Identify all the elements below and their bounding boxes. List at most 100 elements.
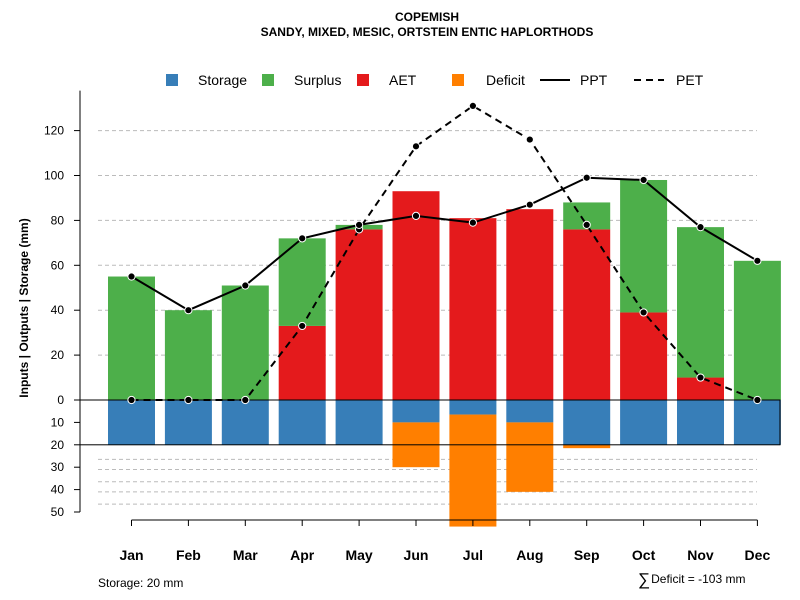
legend-label-storage: Storage [198,72,247,88]
surplus-bar [733,260,781,400]
x-tick-label: Jan [119,547,143,563]
y-tick-label: 30 [51,460,65,474]
x-tick-label: Jul [463,547,483,563]
pet-point [127,395,136,405]
storage-bar [733,400,781,445]
storage-bar [392,400,440,423]
legend-item-pet: PET [634,72,704,88]
bar-layer [79,179,781,527]
aet-bar [620,312,668,400]
y-tick-label: 100 [44,169,64,183]
ppt-line [130,176,758,312]
pet-point [639,308,648,317]
legend-swatch-deficit [452,74,464,86]
ppt-point [525,200,534,209]
y-tick-label: 60 [51,258,65,272]
ppt-point [241,281,250,290]
legend-item-aet: AET [357,72,417,88]
ppt-point [639,175,648,185]
surplus-bar [677,227,724,378]
storage-bar [221,400,269,445]
storage-note: Storage: 20 mm [98,576,184,590]
line-layer [127,101,762,405]
ppt-point [298,234,307,243]
storage-bar [108,400,155,445]
legend-item-storage: Storage [166,72,247,88]
surplus-bar [278,238,326,326]
legend-label-pet: PET [676,72,704,88]
ppt-point [184,306,193,315]
ppt-point [355,220,364,229]
legend-label-aet: AET [389,72,417,88]
ppt-point [582,173,591,182]
x-tick-label: Jun [404,547,429,563]
storage-bar [506,400,554,423]
legend-item-ppt: PPT [540,72,608,88]
y-axis-label: Inputs | Outputs | Storage (mm) [17,218,31,397]
aet-bar [677,377,724,400]
storage-bar [677,400,724,445]
storage-bar [563,400,611,445]
y-tick-label: 120 [44,124,64,138]
pet-point [525,135,534,144]
deficit-bar [449,414,497,527]
storage-bar [164,400,212,445]
y-tick-label: 50 [51,505,65,519]
pet-point [696,373,705,382]
ppt-point [411,211,421,221]
pet-point [411,142,421,151]
y-tick-label: 0 [57,393,64,407]
legend-swatch-aet [357,74,369,86]
surplus-bar [108,276,155,400]
y-tick-label: 20 [51,348,65,362]
storage-bar [449,400,497,415]
aet-bar [506,209,554,400]
y-tick-label: 80 [51,213,65,227]
axes: 0 20 40 60 80 100 120 10 20 30 40 50 Jan Feb Mar Apr May… [44,90,771,563]
surplus-bar [221,285,269,400]
aet-bar [278,325,326,400]
chart-subtitle: SANDY, MIXED, MESIC, ORTSTEIN ENTIC HAPL… [260,25,594,39]
aet-bar [335,229,383,400]
x-tick-label: Aug [516,547,543,563]
legend-swatch-surplus [262,74,274,86]
chart-title: COPEMISH [394,10,459,24]
x-tick-label: Mar [233,547,258,563]
legend-swatch-storage [166,74,178,86]
legend-label-ppt: PPT [580,72,608,88]
ppt-point [468,218,477,227]
aet-bar [449,218,497,400]
pet-point [184,395,193,405]
ppt-point [753,256,762,265]
surplus-bar [620,179,668,313]
storage-bar [620,400,668,445]
legend-item-deficit: Deficit [452,72,525,88]
ppt-point [696,223,705,232]
ppt-point [127,272,136,281]
x-tick-label: Nov [687,547,714,563]
y-tick-label: 10 [51,415,65,429]
pet-point [753,395,762,405]
deficit-note: ∑Deficit = -103 mm [638,570,745,590]
surplus-bar [164,310,212,400]
deficit-bar [506,422,554,492]
pet-point [582,220,591,229]
pet-point [468,101,477,111]
x-tick-label: Apr [290,547,315,563]
y-tick-label: 40 [51,483,65,497]
deficit-note-text: Deficit = -103 mm [651,572,746,586]
x-tick-label: May [345,547,372,563]
legend-item-surplus: Surplus [262,72,341,88]
legend: Storage Surplus AET Deficit PPT PET [166,72,704,88]
y-tick-label: 40 [51,303,65,317]
pet-point [241,395,250,405]
sigma-icon: ∑ [638,570,651,589]
x-tick-label: Dec [745,547,771,563]
aet-bar [392,191,440,400]
pet-point [298,321,307,331]
x-tick-label: Feb [176,547,201,563]
y-tick-label: 20 [51,438,65,452]
legend-label-deficit: Deficit [486,72,525,88]
storage-bar [335,400,383,445]
